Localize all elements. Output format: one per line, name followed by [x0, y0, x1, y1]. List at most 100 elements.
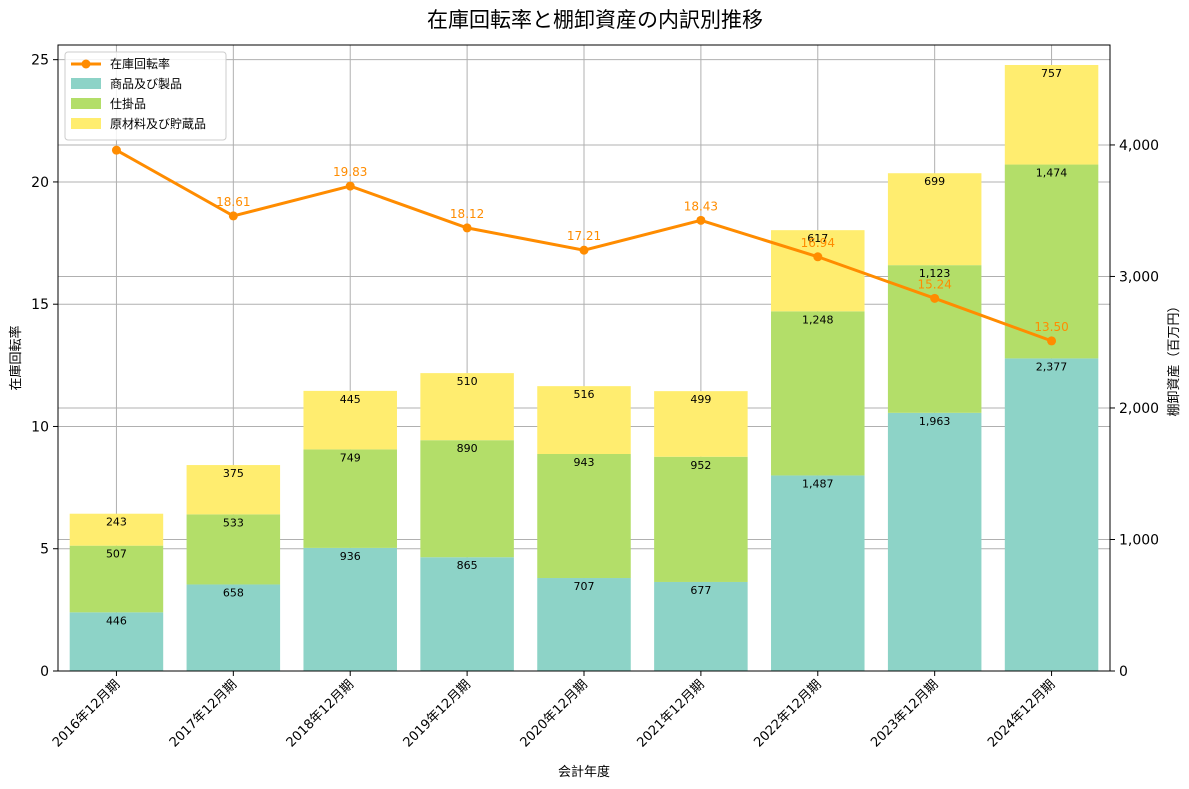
bar-segment: [1004, 358, 1099, 671]
bar-segment: [654, 581, 748, 671]
line-point: [696, 215, 706, 225]
y-tick-label-right: 2,000: [1119, 401, 1159, 417]
bar-value-label: 890: [457, 442, 478, 455]
bar-segment: [887, 265, 982, 413]
bar-value-label: 1,487: [802, 477, 834, 490]
line-point: [813, 252, 823, 262]
y-tick-label-right: 3,000: [1119, 269, 1159, 285]
legend-box: [64, 51, 227, 141]
bar-segment: [887, 412, 982, 671]
bar-segment: [537, 578, 631, 671]
bar-value-label: 1,474: [1036, 167, 1068, 180]
y-axis-label-left: 在庫回転率: [8, 325, 24, 390]
bar-value-label: 936: [340, 550, 361, 563]
line-point: [462, 223, 472, 233]
legend-label: 在庫回転率: [110, 56, 170, 71]
bar-value-label: 658: [223, 586, 244, 599]
x-tick-label: 2019年12月期: [401, 677, 474, 750]
line-value-label: 18.12: [450, 207, 484, 221]
line-value-label: 18.61: [216, 195, 250, 209]
y-tick-label-left: 5: [40, 542, 49, 558]
line-value-label: 16.94: [801, 236, 835, 250]
bar-segment: [420, 373, 514, 441]
line-layer: [111, 145, 1057, 346]
line-value-label: 15.24: [917, 277, 951, 291]
bar-segment: [420, 557, 514, 671]
bar-value-label: 507: [106, 548, 127, 561]
line-value-label: 13.50: [1034, 320, 1068, 334]
bar-value-label: 2,377: [1036, 360, 1068, 373]
line-point: [228, 211, 238, 221]
bar-value-label: 699: [924, 175, 945, 188]
bar-segment: [69, 612, 164, 671]
legend-swatch: [71, 98, 101, 109]
bar-value-label: 943: [574, 456, 595, 469]
x-tick-label: 2017年12月期: [167, 677, 240, 750]
bar-value-label: 499: [690, 393, 711, 406]
bar-value-label: 516: [574, 388, 595, 401]
bar-value-label: 1,963: [919, 415, 951, 428]
bar-value-label: 757: [1041, 67, 1062, 80]
line-value-label: 18.43: [684, 199, 718, 213]
y-tick-label-right: 4,000: [1119, 138, 1159, 154]
bar-segment: [887, 173, 982, 266]
bar-value-label: 749: [340, 451, 361, 464]
bar-value-label: 1,123: [919, 267, 951, 280]
bar-value-label: 533: [223, 516, 244, 529]
y-tick-label-left: 15: [31, 297, 49, 313]
label-layer: 446 658 936 865 707 677 1,487 1,963 2,377 507 533 7…: [106, 67, 1069, 627]
line-value-label: 19.83: [333, 165, 367, 179]
bar-value-label: 446: [106, 614, 127, 627]
x-tick-label: 2016年12月期: [50, 677, 123, 750]
line-point: [111, 145, 121, 155]
y-tick-label-left: 0: [40, 664, 49, 680]
bar-value-label: 375: [223, 467, 244, 480]
bar-segment: [771, 311, 865, 476]
y-tick-label-right: 0: [1119, 664, 1128, 680]
x-tick-label: 2018年12月期: [284, 677, 357, 750]
bar-segment: [771, 475, 865, 671]
bar-segment: [537, 386, 631, 455]
y-tick-label-right: 1,000: [1119, 532, 1159, 548]
x-tick-label: 2024年12月期: [985, 677, 1058, 750]
bar-segment: [420, 440, 514, 558]
bar-segment: [186, 465, 281, 515]
y-axis-label-right: 棚卸資産（百万円）: [1166, 299, 1182, 416]
legend-swatch: [71, 118, 101, 129]
bar-segment: [1004, 64, 1099, 165]
legend-label: 仕掛品: [110, 96, 146, 111]
bar-value-label: 445: [340, 393, 361, 406]
legend-swatch: [71, 78, 101, 89]
bar-value-label: 617: [807, 232, 828, 245]
bar-segment: [654, 391, 748, 457]
bar-segment: [186, 584, 281, 671]
bar-layer: [69, 64, 1099, 671]
x-axis-label: 会計年度: [558, 764, 610, 780]
line-point: [579, 245, 589, 255]
y-tick-label-left: 10: [31, 419, 49, 435]
legend-marker: [81, 59, 91, 69]
bar-value-label: 952: [690, 459, 711, 472]
bar-value-label: 707: [574, 580, 595, 593]
line-value-label: 17.21: [567, 229, 601, 243]
x-tick-label: 2021年12月期: [634, 677, 707, 750]
x-tick-label: 2020年12月期: [518, 677, 591, 750]
x-tick-label: 2022年12月期: [751, 677, 824, 750]
bar-segment: [69, 545, 164, 613]
bar-segment: [1004, 164, 1099, 359]
legend-label: 商品及び製品: [110, 76, 182, 91]
line-point: [345, 181, 355, 191]
chart-title: 在庫回転率と棚卸資産の内訳別推移: [427, 8, 763, 32]
bar-value-label: 865: [457, 559, 478, 572]
y-tick-label-left: 20: [31, 175, 49, 191]
bar-segment: [303, 449, 397, 548]
x-tick-label: 2023年12月期: [868, 677, 941, 750]
line-point: [1047, 336, 1057, 346]
bar-value-label: 1,248: [802, 313, 834, 326]
bar-segment: [537, 454, 631, 579]
bar-value-label: 243: [106, 516, 127, 529]
bar-segment: [186, 514, 281, 585]
line-point: [930, 293, 940, 303]
